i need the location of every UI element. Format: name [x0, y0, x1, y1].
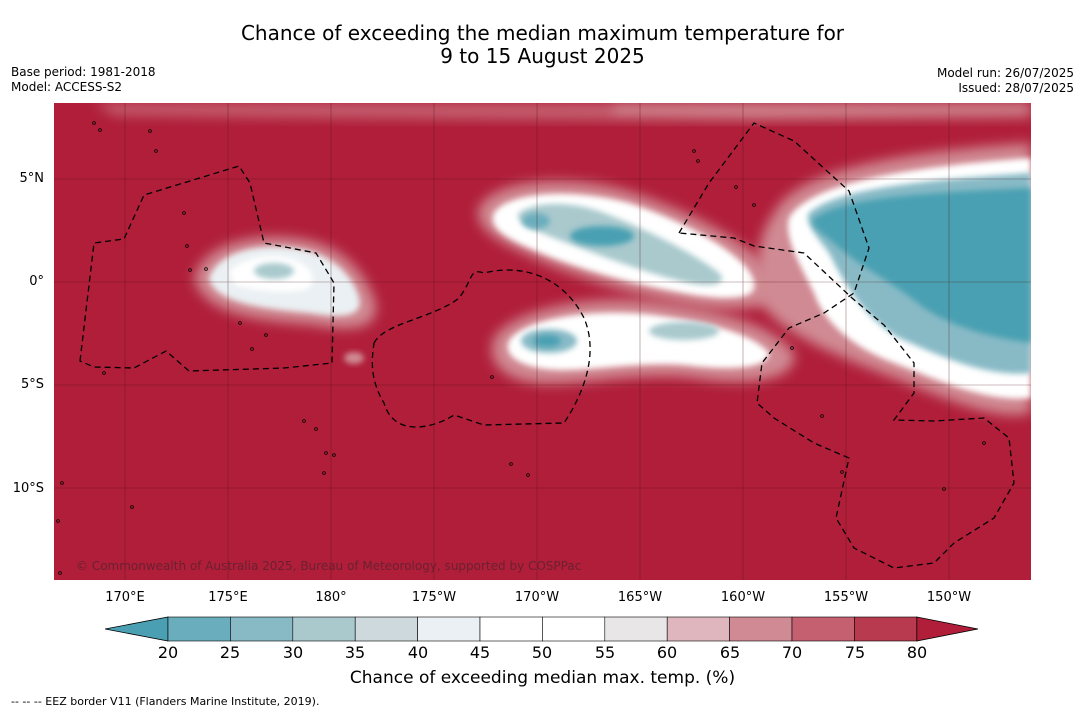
- cbar-label-55: 55: [594, 643, 616, 662]
- island-speck: [204, 267, 208, 271]
- lon-label-165w: 165°W: [617, 590, 663, 605]
- lon-label-175e: 175°E: [208, 590, 248, 605]
- island-speck: [92, 121, 96, 125]
- base-period: Base period: 1981-2018: [11, 65, 156, 79]
- eez-footnote: -- -- -- EEZ border V11 (Flanders Marine…: [11, 695, 320, 708]
- island-speck: [98, 128, 102, 132]
- island-speck: [322, 471, 326, 475]
- meta-left: Base period: 1981-2018 Model: ACCESS-S2: [11, 65, 156, 95]
- island-speck: [332, 453, 336, 457]
- north-band: [94, 103, 1031, 121]
- central-north-anomaly: [478, 181, 778, 310]
- cbar-label-20: 20: [157, 643, 179, 662]
- island-speck: [734, 185, 738, 189]
- colorbar-segment: [666, 616, 730, 642]
- colorbar-segment: [292, 616, 356, 642]
- cbar-label-60: 60: [656, 643, 678, 662]
- meta-right: Model run: 26/07/2025 Issued: 28/07/2025: [937, 66, 1074, 96]
- cbar-label-70: 70: [781, 643, 803, 662]
- island-speck: [696, 159, 700, 163]
- graticule: [54, 103, 1031, 580]
- island-speck: [182, 211, 186, 215]
- island-speck: [820, 414, 824, 418]
- lat-label-5n: 5°N: [19, 171, 45, 186]
- lon-label-150w: 150°W: [926, 590, 972, 605]
- island-speck: [982, 441, 986, 445]
- colorbar-segment: [230, 616, 294, 642]
- cbar-label-25: 25: [219, 643, 241, 662]
- colorbar-segment: [542, 616, 606, 642]
- copyright-notice: © Commonwealth of Australia 2025, Bureau…: [76, 559, 581, 573]
- lon-label-170w: 170°W: [514, 590, 560, 605]
- island-speck: [185, 244, 189, 248]
- cbar-label-40: 40: [407, 643, 429, 662]
- cbar-label-65: 65: [719, 643, 741, 662]
- colorbar-segment: [479, 616, 543, 642]
- colorbar-segment: [354, 616, 418, 642]
- island-speck: [188, 268, 192, 272]
- cbar-label-50: 50: [531, 643, 553, 662]
- islands: [56, 121, 986, 575]
- island-speck: [102, 371, 106, 375]
- island-speck: [264, 333, 268, 337]
- lon-label-170e: 170°E: [105, 590, 145, 605]
- island-speck: [490, 375, 494, 379]
- island-speck: [60, 481, 64, 485]
- island-speck: [154, 149, 158, 153]
- colorbar-segment: [167, 616, 231, 642]
- model-name: Model: ACCESS-S2: [11, 80, 123, 94]
- colorbar-segment: [791, 616, 855, 642]
- colorbar-title: Chance of exceeding median max. temp. (%…: [349, 668, 736, 688]
- lon-label-160w: 160°W: [720, 590, 766, 605]
- lat-label-5s: 5°S: [20, 377, 44, 392]
- cbar-label-75: 75: [844, 643, 866, 662]
- colorbar-high-extension: [916, 616, 979, 642]
- east-anomaly: [757, 143, 1031, 415]
- colorbar-low-extension: [105, 616, 169, 642]
- lon-label-180: 180°: [315, 590, 347, 605]
- eez-borders: [79, 122, 1015, 569]
- lat-label-0: 0°: [29, 274, 44, 289]
- island-speck: [302, 419, 306, 423]
- island-speck: [314, 427, 318, 431]
- cbar-label-35: 35: [344, 643, 366, 662]
- lon-label-175w: 175°W: [411, 590, 457, 605]
- issued-date: Issued: 28/07/2025: [958, 81, 1074, 95]
- island-speck: [526, 473, 530, 477]
- island-speck: [942, 487, 946, 491]
- colorbar-segment: [417, 616, 481, 642]
- cbar-label-45: 45: [469, 643, 491, 662]
- island-speck: [250, 347, 254, 351]
- island-speck: [752, 203, 756, 207]
- title-line-2: 9 to 15 August 2025: [440, 44, 645, 68]
- colorbar-segment: [854, 616, 918, 642]
- island-speck: [324, 451, 328, 455]
- cbar-label-30: 30: [282, 643, 304, 662]
- colorbar-segment: [604, 616, 668, 642]
- island-speck: [509, 462, 513, 466]
- map-title: Chance of exceeding the median maximum t…: [0, 22, 1085, 68]
- title-line-1: Chance of exceeding the median maximum t…: [240, 21, 845, 45]
- colorbar: [105, 616, 979, 642]
- central-south-anomaly: [491, 299, 795, 384]
- lon-label-155w: 155°W: [823, 590, 869, 605]
- island-speck: [130, 505, 134, 509]
- island-speck: [56, 519, 60, 523]
- colorbar-segment: [729, 616, 793, 642]
- island-speck: [840, 470, 844, 474]
- island-speck: [790, 346, 794, 350]
- cbar-label-80: 80: [906, 643, 928, 662]
- lat-label-10s: 10°S: [12, 481, 44, 496]
- island-speck: [148, 129, 152, 133]
- model-run: Model run: 26/07/2025: [936, 66, 1074, 80]
- island-speck: [692, 149, 696, 153]
- island-speck: [238, 321, 242, 325]
- island-speck: [58, 571, 62, 575]
- probability-map: © Commonwealth of Australia 2025, Bureau…: [54, 103, 1031, 580]
